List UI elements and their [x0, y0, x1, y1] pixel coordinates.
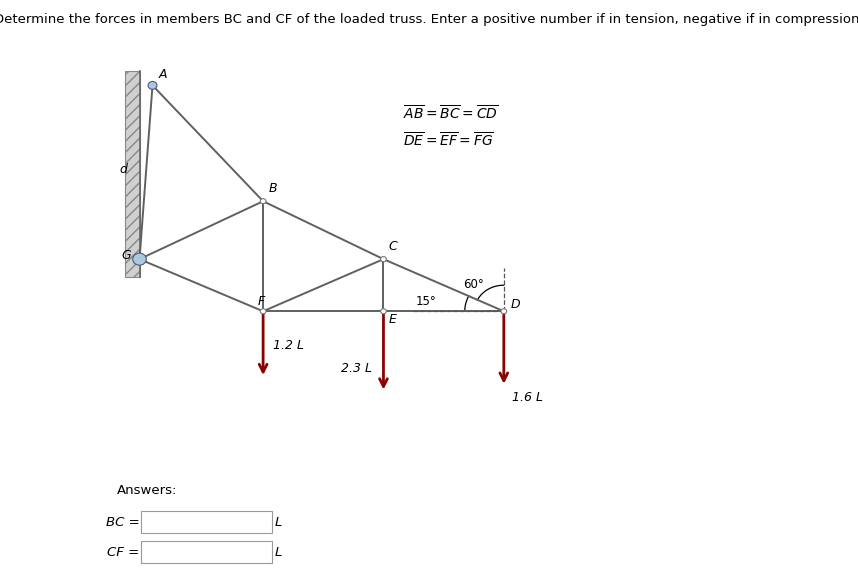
Circle shape: [381, 308, 386, 314]
Text: 1.6 L: 1.6 L: [511, 391, 542, 404]
Circle shape: [260, 308, 266, 314]
Circle shape: [260, 198, 266, 204]
Text: L: L: [275, 516, 282, 528]
Text: 1.2 L: 1.2 L: [273, 339, 304, 352]
Text: d: d: [119, 163, 127, 176]
Text: $\overline{DE} = \overline{EF} = \overline{FG}$: $\overline{DE} = \overline{EF} = \overli…: [403, 131, 494, 149]
Text: L: L: [275, 546, 282, 559]
Text: F: F: [258, 296, 265, 308]
Bar: [142, 511, 272, 533]
Bar: [142, 541, 272, 563]
Text: Answers:: Answers:: [117, 484, 177, 496]
Text: 60°: 60°: [463, 278, 484, 291]
Circle shape: [133, 253, 146, 265]
Circle shape: [148, 81, 157, 89]
Circle shape: [381, 257, 386, 262]
Text: BC =: BC =: [106, 516, 140, 528]
Circle shape: [501, 308, 507, 314]
Text: B: B: [269, 182, 277, 196]
Text: D: D: [511, 298, 520, 311]
Text: C: C: [389, 240, 397, 253]
Bar: [125, 71, 140, 276]
Text: E: E: [389, 313, 396, 326]
Text: 15°: 15°: [416, 296, 437, 308]
Text: G: G: [121, 249, 131, 262]
Text: CF =: CF =: [107, 546, 140, 559]
Text: 2.3 L: 2.3 L: [341, 362, 372, 375]
Text: Determine the forces in members BC and CF of the loaded truss. Enter a positive : Determine the forces in members BC and C…: [0, 13, 858, 26]
Text: $\overline{AB} = \overline{BC} = \overline{CD}$: $\overline{AB} = \overline{BC} = \overli…: [403, 105, 498, 123]
Text: A: A: [159, 68, 167, 81]
